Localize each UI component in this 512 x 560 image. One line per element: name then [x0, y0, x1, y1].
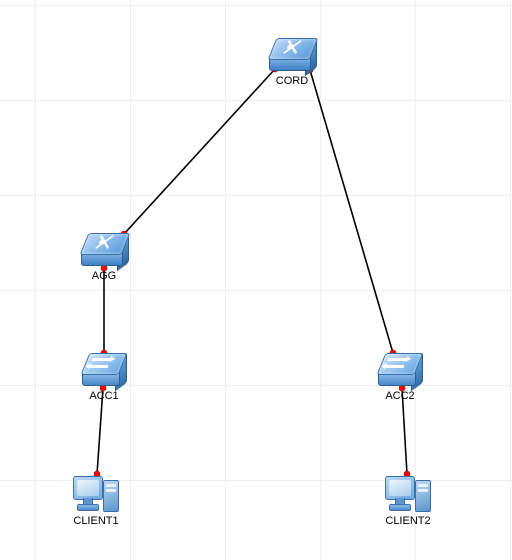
router-icon[interactable] [269, 38, 315, 72]
topology-canvas: CORD AGG ACC1 ACC2 CLIENT1 CLIENT2 [0, 0, 512, 560]
gridline-horizontal [0, 385, 512, 386]
gridline-horizontal [0, 5, 512, 6]
link-CORD-ACC2[interactable] [310, 70, 393, 353]
node-label: CLIENT2 [385, 515, 430, 527]
gridline-horizontal [0, 290, 512, 291]
gridline-vertical [225, 0, 226, 560]
pc-icon[interactable] [383, 474, 433, 516]
pc-icon[interactable] [71, 474, 121, 516]
node-label: ACC2 [385, 390, 414, 402]
node-label: CORD [276, 75, 308, 87]
gridline-horizontal [0, 195, 512, 196]
gridline-vertical [510, 0, 511, 560]
gridline-vertical [130, 0, 131, 560]
node-label: ACC1 [89, 390, 118, 402]
gridline-horizontal [0, 100, 512, 101]
node-label: AGG [92, 270, 116, 282]
node-label: CLIENT1 [73, 515, 118, 527]
router-icon[interactable] [81, 233, 127, 267]
switch-icon[interactable] [378, 353, 422, 387]
gridline-vertical [35, 0, 36, 560]
link-CORD-AGG[interactable] [124, 69, 275, 234]
gridline-vertical [320, 0, 321, 560]
switch-icon[interactable] [82, 353, 126, 387]
